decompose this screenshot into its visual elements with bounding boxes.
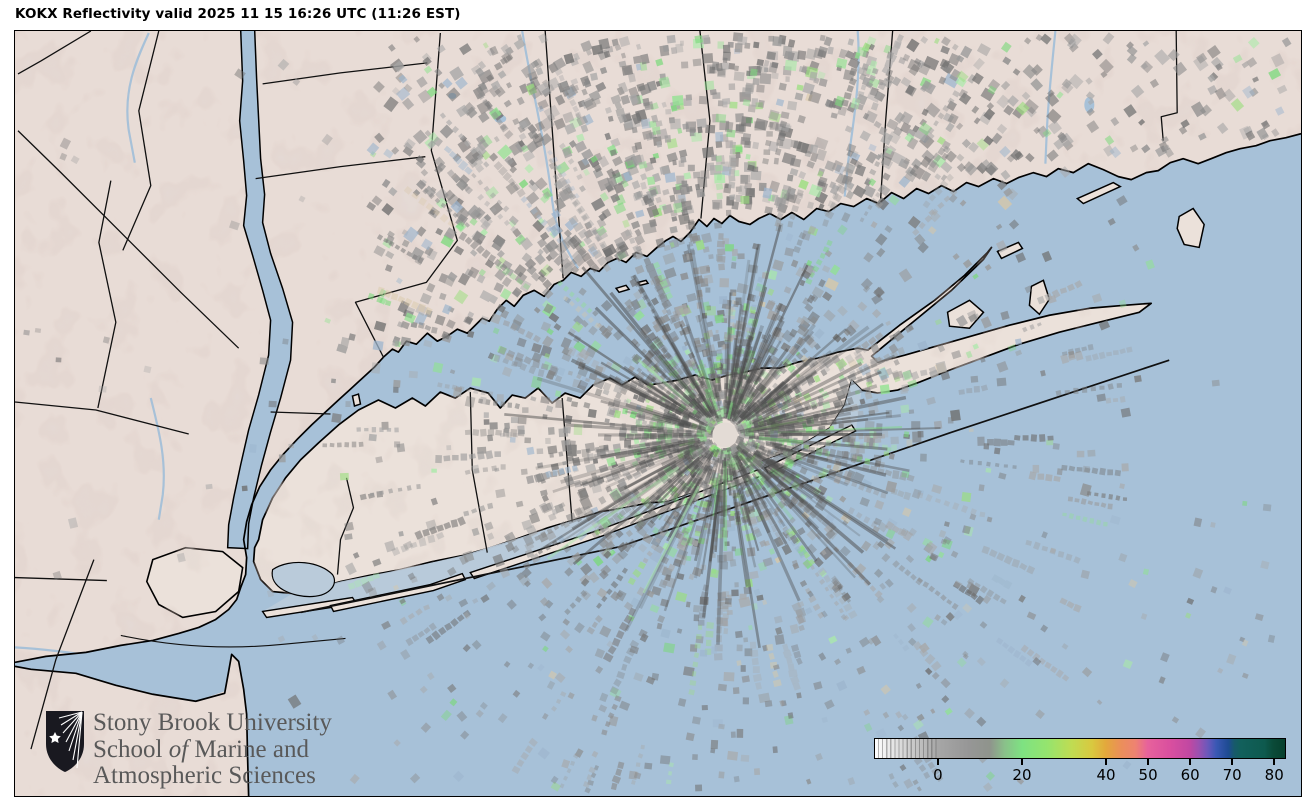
colorbar-tick: [1020, 759, 1023, 765]
radar-map-canvas: [15, 31, 1301, 796]
colorbar-tick-label: 50: [1138, 766, 1158, 784]
colorbar-tick-label: 40: [1096, 766, 1116, 784]
colorbar-tick-label: 0: [933, 766, 943, 784]
jamaica-bay: [271, 561, 336, 598]
colorbar-tick-label: 60: [1180, 766, 1200, 784]
colorbar: 0 20 40 50 60 70 80: [874, 738, 1286, 790]
offshore-islands: [351, 181, 1205, 407]
figure-title: KOKX Reflectivity valid 2025 11 15 16:26…: [15, 6, 461, 22]
colorbar-tick: [1231, 759, 1234, 765]
map-frame: Stony Brook University School of Marine …: [14, 30, 1302, 797]
colorbar-gradient: [874, 738, 1286, 759]
colorbar-tick: [1189, 759, 1192, 765]
colorbar-tick: [1273, 759, 1276, 765]
hudson-river: [226, 31, 294, 550]
colorbar-tick: [936, 759, 939, 765]
radar-site-marker: [712, 422, 738, 448]
colorbar-tick-label: 80: [1264, 766, 1284, 784]
colorbar-stripes: [875, 739, 939, 758]
colorbar-tick-label: 20: [1012, 766, 1032, 784]
radar-beam-spokes: [504, 224, 941, 649]
colorbar-tick: [1105, 759, 1108, 765]
staten-island: [145, 546, 244, 619]
colorbar-tick: [1147, 759, 1150, 765]
coastlines: [15, 132, 1301, 796]
colorbar-tick-label: 70: [1222, 766, 1242, 784]
